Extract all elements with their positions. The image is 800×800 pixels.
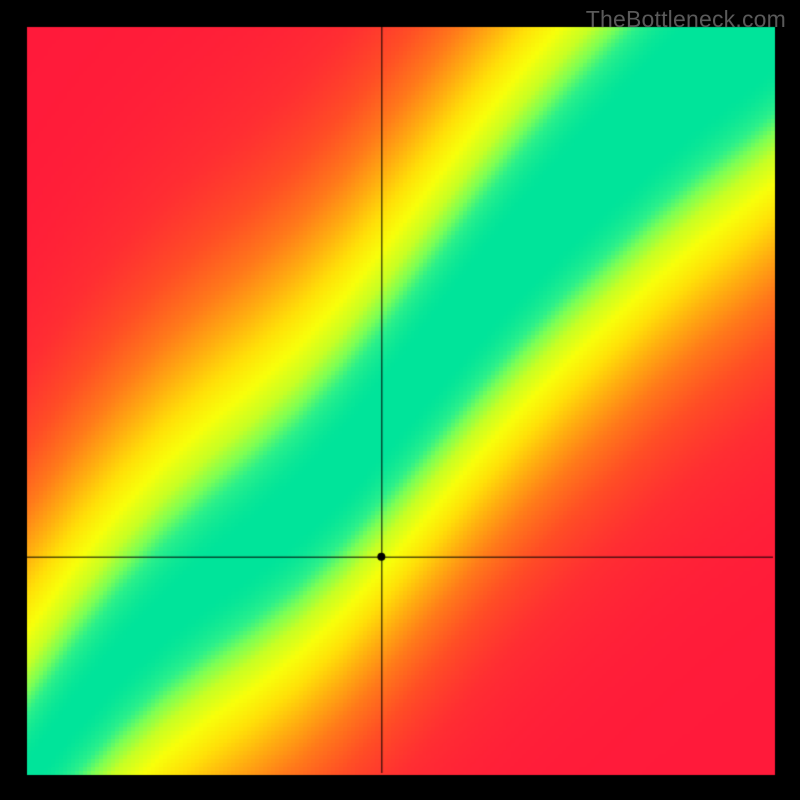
bottleneck-heatmap: [0, 0, 800, 800]
chart-container: TheBottleneck.com: [0, 0, 800, 800]
watermark-text: TheBottleneck.com: [586, 6, 786, 33]
